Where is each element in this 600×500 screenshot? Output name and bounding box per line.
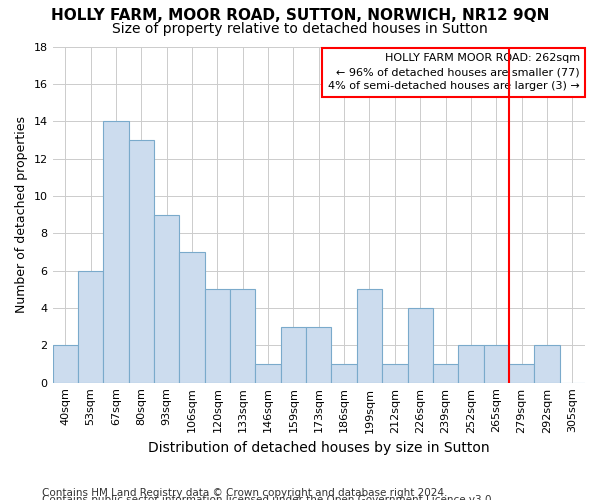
Y-axis label: Number of detached properties: Number of detached properties	[15, 116, 28, 313]
Bar	[128, 140, 154, 382]
X-axis label: Distribution of detached houses by size in Sutton: Distribution of detached houses by size …	[148, 441, 490, 455]
Bar	[230, 290, 256, 382]
Bar	[256, 364, 281, 382]
Bar	[357, 290, 382, 382]
Bar	[103, 121, 128, 382]
Bar	[509, 364, 534, 382]
Bar	[484, 346, 509, 383]
Text: Contains HM Land Registry data © Crown copyright and database right 2024.: Contains HM Land Registry data © Crown c…	[42, 488, 448, 498]
Bar	[179, 252, 205, 382]
Text: HOLLY FARM, MOOR ROAD, SUTTON, NORWICH, NR12 9QN: HOLLY FARM, MOOR ROAD, SUTTON, NORWICH, …	[51, 8, 549, 22]
Bar	[53, 346, 78, 383]
Bar	[534, 346, 560, 383]
Text: Contains public sector information licensed under the Open Government Licence v3: Contains public sector information licen…	[42, 495, 495, 500]
Bar	[205, 290, 230, 382]
Text: HOLLY FARM MOOR ROAD: 262sqm
← 96% of detached houses are smaller (77)
4% of sem: HOLLY FARM MOOR ROAD: 262sqm ← 96% of de…	[328, 53, 580, 91]
Bar	[281, 326, 306, 382]
Bar	[78, 270, 103, 382]
Bar	[433, 364, 458, 382]
Bar	[407, 308, 433, 382]
Text: Size of property relative to detached houses in Sutton: Size of property relative to detached ho…	[112, 22, 488, 36]
Bar	[382, 364, 407, 382]
Bar	[154, 214, 179, 382]
Bar	[331, 364, 357, 382]
Bar	[306, 326, 331, 382]
Bar	[458, 346, 484, 383]
